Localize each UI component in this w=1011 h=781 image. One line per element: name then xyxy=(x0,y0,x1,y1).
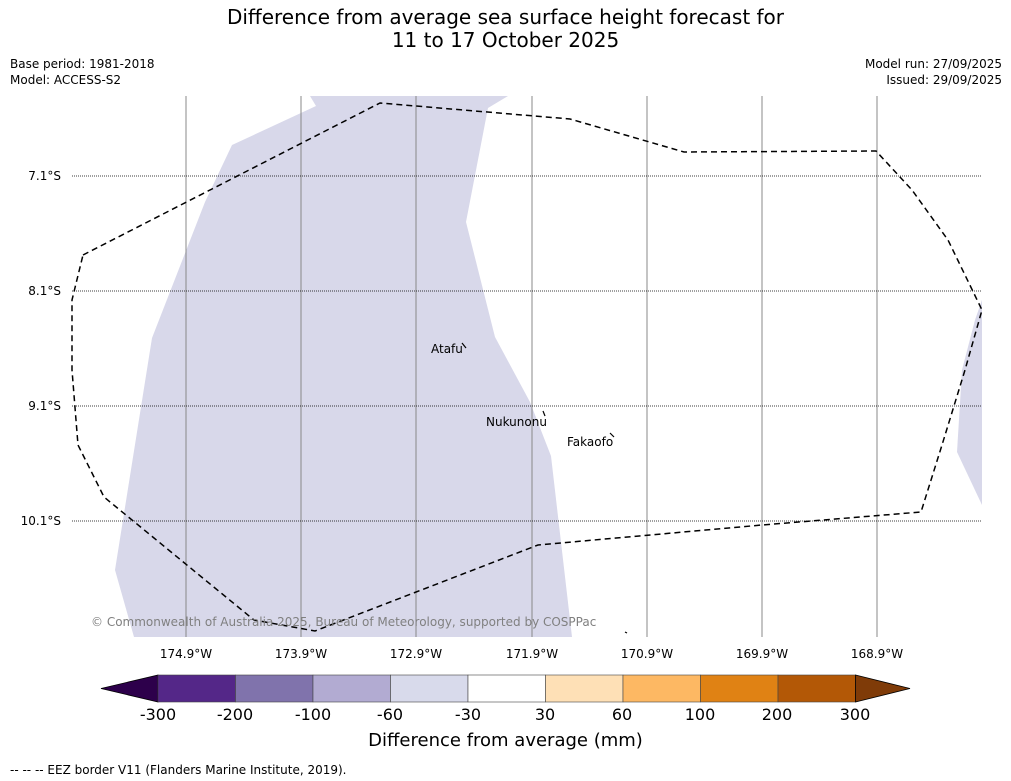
colorbar-segment xyxy=(622,674,701,703)
colorbar-segment xyxy=(157,674,236,703)
fakaofo-atoll-mark xyxy=(609,432,615,438)
colorbar-segment xyxy=(312,674,391,703)
longitude-label: 169.9°W xyxy=(735,647,789,661)
colorbar-segment xyxy=(467,674,546,703)
place-label-fakaofo: Fakaofo xyxy=(567,435,614,449)
copyright-notice: © Commonwealth of Australia 2025, Bureau… xyxy=(91,615,597,629)
anomaly-regions xyxy=(115,96,982,637)
longitude-gridlines xyxy=(185,96,878,637)
colorbar-title: Difference from average (mm) xyxy=(368,730,643,751)
latitude-label: 10.1°S xyxy=(20,514,61,528)
colorbar-tick-label: 30 xyxy=(534,705,556,724)
colorbar-segment xyxy=(235,674,314,703)
longitude-label: 174.9°W xyxy=(159,647,213,661)
colorbar-tick-label: -200 xyxy=(216,705,254,724)
model-run: Model run: 27/09/2025 xyxy=(864,57,1002,71)
colorbar-segment xyxy=(545,674,624,703)
longitude-label: 172.9°W xyxy=(389,647,443,661)
longitude-label: 168.9°W xyxy=(850,647,904,661)
eez-border xyxy=(71,102,983,632)
colorbar-tick-label: 60 xyxy=(611,705,633,724)
colorbar-tick-label: 100 xyxy=(684,705,716,724)
nukunonu-atoll-mark xyxy=(542,410,546,417)
longitude-label: 171.9°W xyxy=(505,647,559,661)
anomaly-region-west xyxy=(115,96,572,637)
atafu-atoll-mark xyxy=(461,342,467,349)
anomaly-region-east xyxy=(957,300,982,505)
colorbar-segment xyxy=(777,674,856,703)
longitude-label: 173.9°W xyxy=(274,647,328,661)
latitude-label: 9.1°S xyxy=(28,399,61,413)
model-name: Model: ACCESS-S2 xyxy=(10,73,122,87)
longitude-label: 170.9°W xyxy=(620,647,674,661)
colorbar-tick-label: 200 xyxy=(761,705,793,724)
colorbar-extend-low xyxy=(100,674,159,703)
colorbar-tick-label: -300 xyxy=(139,705,177,724)
place-label-atafu: Atafu xyxy=(431,342,463,356)
colorbar-extend-high xyxy=(855,674,911,703)
latitude-label: 7.1°S xyxy=(28,169,61,183)
small-island-mark xyxy=(624,631,628,634)
colorbar-tick-label: -30 xyxy=(454,705,482,724)
chart-title-line-2: 11 to 17 October 2025 xyxy=(391,28,620,52)
colorbar-tick-label: -60 xyxy=(376,705,404,724)
issued-date: Issued: 29/09/2025 xyxy=(886,73,1002,87)
colorbar-tick-label: 300 xyxy=(839,705,871,724)
colorbar-tick-label: -100 xyxy=(294,705,332,724)
colorbar xyxy=(100,674,911,703)
colorbar-segment xyxy=(390,674,469,703)
place-label-nukunonu: Nukunonu xyxy=(486,415,547,429)
colorbar-segment xyxy=(700,674,779,703)
island-marks xyxy=(461,342,628,634)
latitude-label: 8.1°S xyxy=(28,284,61,298)
chart-title-line-1: Difference from average sea surface heig… xyxy=(226,5,785,29)
latitude-gridlines xyxy=(72,175,982,522)
eez-legend: -- -- -- EEZ border V11 (Flanders Marine… xyxy=(10,763,347,777)
base-period: Base period: 1981-2018 xyxy=(10,57,155,71)
